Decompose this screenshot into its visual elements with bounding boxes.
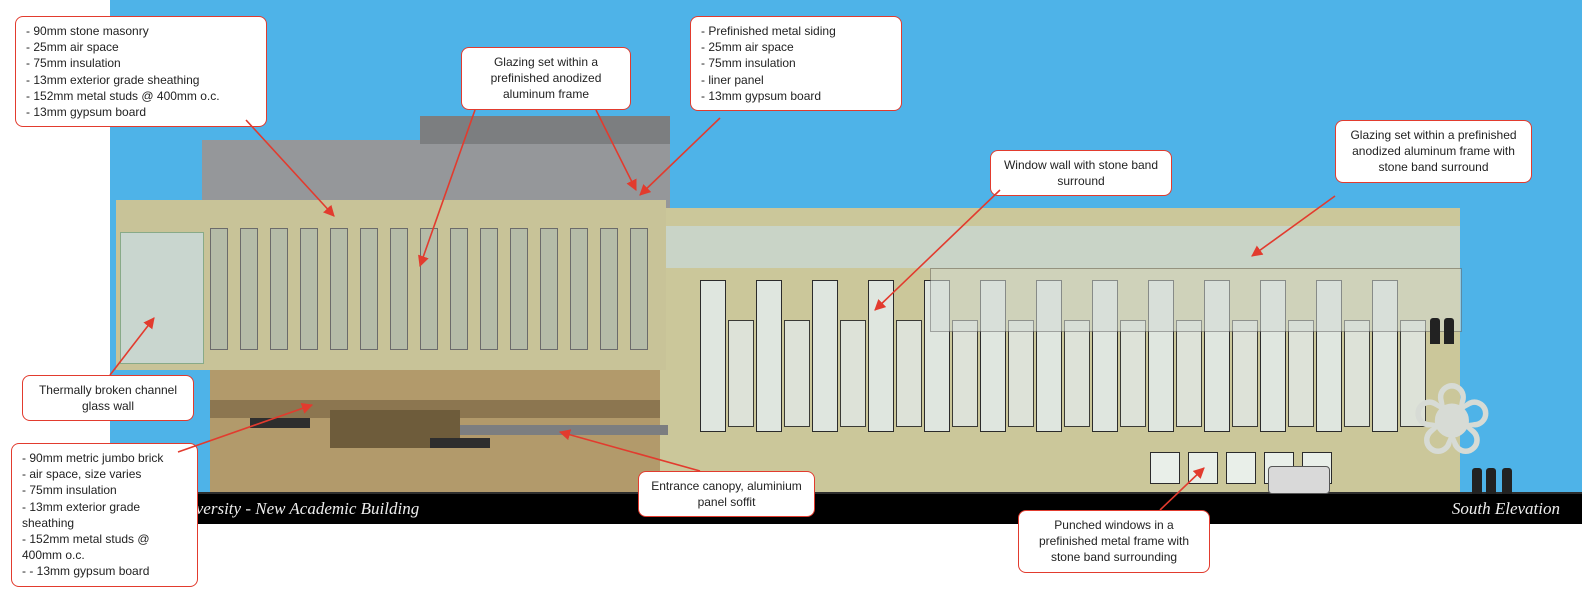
person-entourage <box>1502 468 1512 494</box>
callout-window-wall: Window wall with stone band surround <box>990 150 1172 196</box>
callout-text: Punched windows in a prefinished metal f… <box>1039 518 1189 564</box>
penthouse-metal-1 <box>202 140 422 200</box>
entrance-canopy <box>460 425 668 435</box>
person-entourage <box>1472 468 1482 494</box>
callout-text: Entrance canopy, aluminium panel soffit <box>651 479 802 509</box>
callout-text: Thermally broken channel glass wall <box>39 383 177 413</box>
callout-glazing-stone: Glazing set within a prefinished anodize… <box>1335 120 1532 183</box>
title-right: South Elevation <box>1452 499 1560 519</box>
callout-metal-siding: Prefinished metal siding25mm air space75… <box>690 16 902 111</box>
penthouse-metal-2-shadow <box>420 116 670 144</box>
brick-slot-2 <box>430 438 490 448</box>
tree-entourage: ❀ <box>1410 370 1494 470</box>
balcony-glass-rail <box>930 268 1462 332</box>
callout-canopy: Entrance canopy, aluminium panel soffit <box>638 471 815 517</box>
person-entourage <box>1430 318 1440 344</box>
car-entourage <box>1268 466 1330 494</box>
title-band: stern University - New Academic Building… <box>110 494 1582 524</box>
brick-slot-1 <box>250 418 310 428</box>
person-entourage <box>1444 318 1454 344</box>
channel-glass-wall <box>120 232 204 364</box>
callout-text: Glazing set within a prefinished anodize… <box>1350 128 1516 174</box>
callout-text: Window wall with stone band surround <box>1004 158 1158 188</box>
right-upper-glazing-band <box>660 226 1460 268</box>
callout-channel-glass: Thermally broken channel glass wall <box>22 375 194 421</box>
callout-text: Glazing set within a prefinished anodize… <box>491 55 602 101</box>
callout-punched: Punched windows in a prefinished metal f… <box>1018 510 1210 573</box>
person-entourage <box>1486 468 1496 494</box>
callout-stone-masonry: 90mm stone masonry25mm air space75mm ins… <box>15 16 267 127</box>
callout-brick: 90mm metric jumbo brickair space, size v… <box>11 443 198 587</box>
callout-glazing-frame: Glazing set within a prefinished anodize… <box>461 47 631 110</box>
